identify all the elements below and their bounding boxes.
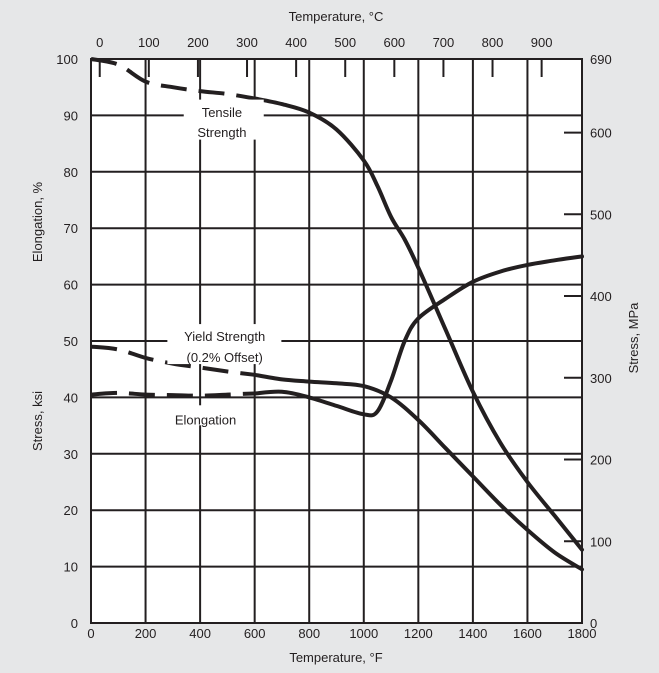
elongation-annotation: Elongation — [175, 412, 236, 427]
tensile-strength-dashed-line — [90, 57, 256, 101]
x-tick-label: 600 — [244, 626, 266, 641]
x2-tick-label: 600 — [383, 35, 405, 50]
y-tick-label: 60 — [64, 278, 78, 293]
x2-tick-label: 800 — [482, 35, 504, 50]
tensile-strength-line — [252, 96, 584, 552]
y2-tick-label: 200 — [590, 453, 612, 468]
x-tick-label: 1800 — [568, 626, 597, 641]
x2-tick-label: 500 — [334, 35, 356, 50]
x-tick-label: 1600 — [513, 626, 542, 641]
y-tick-label: 100 — [56, 52, 78, 67]
y2-tick-label: 400 — [590, 289, 612, 304]
y-tick-label: 20 — [64, 503, 78, 518]
x-axis-label: Temperature, °F — [289, 650, 382, 665]
y2-tick-label: 600 — [590, 126, 612, 141]
x2-tick-label: 400 — [285, 35, 307, 50]
y-tick-label: 80 — [64, 165, 78, 180]
tensile-label-bg — [183, 99, 264, 140]
y-tick-label: 90 — [64, 108, 78, 123]
y-tick-label: 50 — [64, 334, 78, 349]
yield-strength-annotation: Yield Strength — [184, 329, 265, 344]
x2-tick-label: 100 — [138, 35, 160, 50]
elongation-dashed-line — [90, 390, 255, 398]
elongation-line — [252, 254, 584, 418]
y2-tick-label: 300 — [590, 371, 612, 386]
annotations: Tensile Strength Yield Strength (0.2% Offse… — [156, 99, 282, 427]
y2-tick-label: 0 — [590, 616, 597, 631]
y-tick-label: 40 — [64, 390, 78, 405]
yield-strength-annotation: (0.2% Offset) — [186, 350, 262, 365]
tensile-strength-annotation: Strength — [197, 125, 246, 140]
y2-tick-label: 100 — [590, 534, 612, 549]
y-axis-label-elongation: Elongation, % — [30, 181, 45, 262]
yield-label-bg — [167, 324, 282, 365]
y-tick-label: 0 — [71, 616, 78, 631]
elongation-label-bg — [156, 405, 251, 426]
y-tick-label: 10 — [64, 560, 78, 575]
y2-tick-label: 690 — [590, 52, 612, 67]
x-tick-label: 1000 — [349, 626, 378, 641]
x2-tick-label: 200 — [187, 35, 209, 50]
x-tick-label: 200 — [135, 626, 157, 641]
x-tick-label: 800 — [298, 626, 320, 641]
x2-tick-label: 700 — [433, 35, 455, 50]
y-axis-label-stress-ksi: Stress, ksi — [30, 391, 45, 451]
tensile-strength-annotation: Tensile — [202, 105, 242, 120]
x-tick-label: 1200 — [404, 626, 433, 641]
y-tick-label: 30 — [64, 447, 78, 462]
y2-axis-label: Stress, MPa — [626, 302, 641, 374]
x2-tick-label: 0 — [96, 35, 103, 50]
y-tick-label: 70 — [64, 221, 78, 236]
x-tick-label: 400 — [189, 626, 211, 641]
x-tick-label: 1400 — [458, 626, 487, 641]
x-tick-label: 0 — [87, 626, 94, 641]
y2-tick-label: 500 — [590, 207, 612, 222]
x2-tick-label: 900 — [531, 35, 553, 50]
x2-tick-label: 300 — [236, 35, 258, 50]
grid — [91, 59, 582, 623]
yield-strength-line — [252, 372, 584, 572]
x2-axis-label: Temperature, °C — [289, 9, 384, 24]
